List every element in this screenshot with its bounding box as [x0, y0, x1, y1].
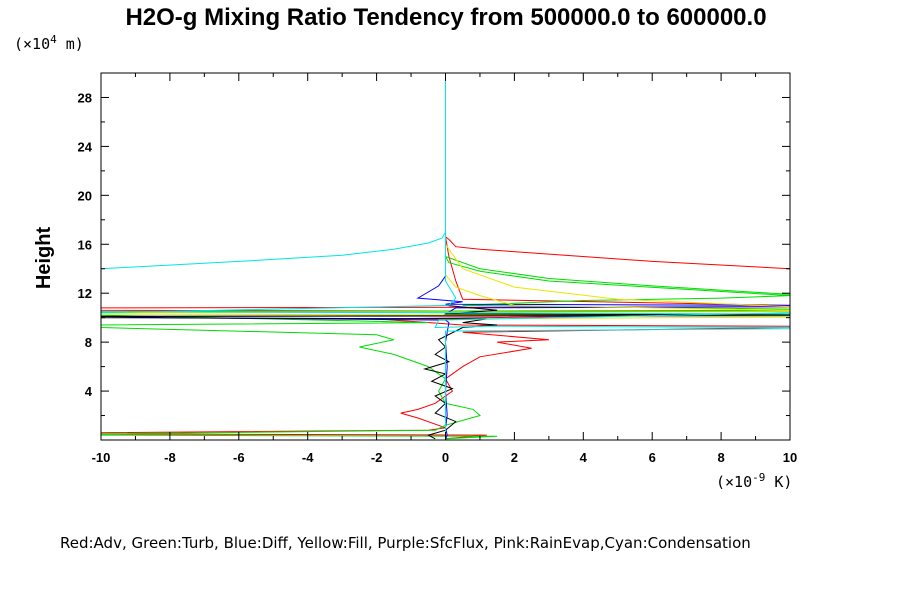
x-tick-label: 0 [442, 450, 449, 465]
axis-ticks [100, 73, 791, 440]
legend-text: Red:Adv, Green:Turb, Blue:Diff, Yellow:F… [60, 534, 751, 552]
y-tick-label: 16 [78, 237, 92, 252]
x-tick-label: 6 [649, 450, 656, 465]
x-tick-label: -8 [164, 450, 176, 465]
x-unit-prefix: (×10 [716, 473, 752, 491]
series-group [100, 73, 791, 440]
x-tick-label: -4 [302, 450, 314, 465]
y-tick-label: 24 [78, 139, 93, 154]
x-tick-label: 2 [511, 450, 518, 465]
y-tick-label: 4 [85, 384, 93, 399]
x-unit-label: (×10-9 K) [716, 471, 792, 491]
y-axis-label: Height [33, 227, 55, 290]
chart-title: H2O-g Mixing Ratio Tendency from 500000.… [125, 4, 766, 31]
x-tick-label: -2 [371, 450, 383, 465]
x-tick-label: 10 [783, 450, 797, 465]
x-tick-label: -10 [92, 450, 111, 465]
y-tick-label: 20 [78, 188, 92, 203]
x-tick-label: -6 [233, 450, 245, 465]
y-unit-label: (×104 m) [14, 33, 84, 53]
y-tick-label: 12 [78, 286, 92, 301]
y-tick-label: 8 [85, 335, 92, 350]
x-unit-exponent: -9 [752, 471, 765, 484]
x-tick-label: 8 [717, 450, 724, 465]
y-unit-prefix: (×10 [14, 35, 50, 53]
series-line-cyan-condensation [100, 73, 791, 439]
y-unit-suffix: m) [57, 35, 84, 53]
y-unit-exponent: 4 [50, 33, 57, 46]
series-line-yellow-fill [100, 242, 791, 320]
y-tick-label: 28 [78, 90, 92, 105]
x-tick-label: 4 [580, 450, 588, 465]
x-unit-suffix: K) [765, 473, 792, 491]
